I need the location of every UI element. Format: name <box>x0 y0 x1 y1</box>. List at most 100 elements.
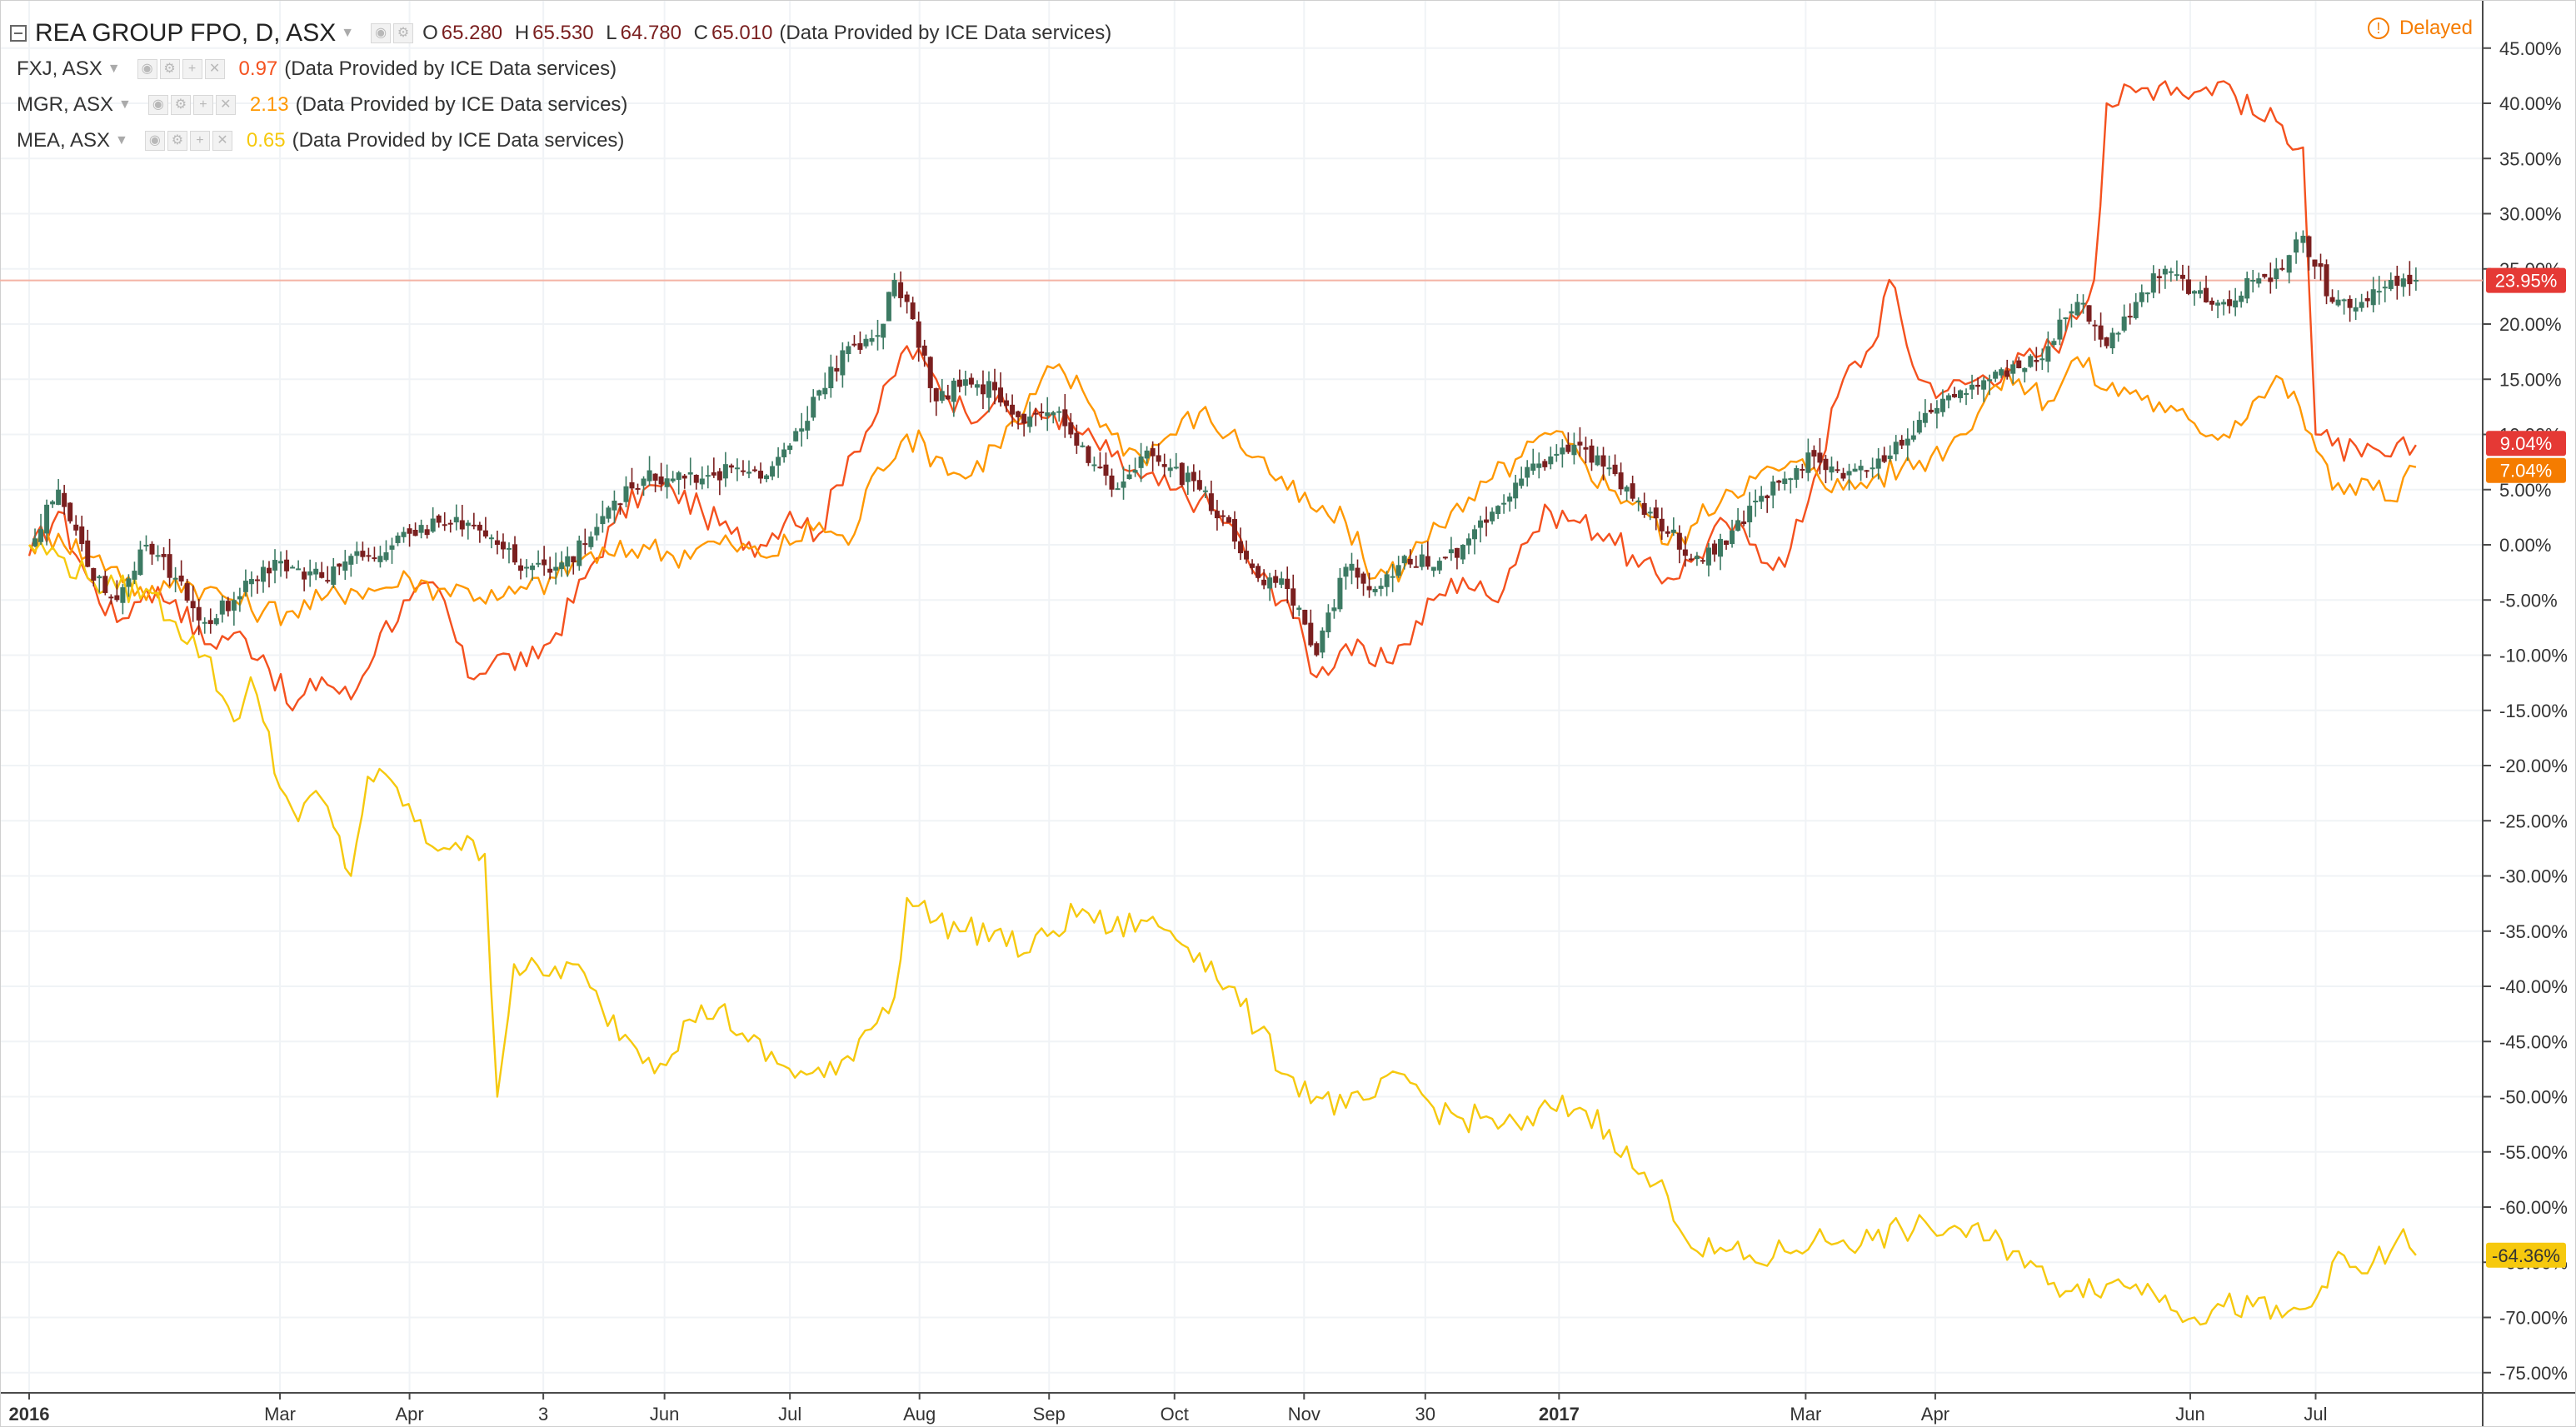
close-icon[interactable]: ✕ <box>212 131 232 151</box>
candle-body <box>869 337 875 342</box>
chevron-down-icon[interactable]: ▼ <box>115 133 128 147</box>
candle-body <box>1964 392 1969 395</box>
candle-body <box>1465 538 1471 546</box>
legend-mgr: MGR, ASX ▼ ◉ ⚙ + ✕ 2.13 (Data Provided b… <box>10 90 627 120</box>
ohlc-high-label: H <box>514 22 530 44</box>
candle-body <box>1800 468 1805 471</box>
candle-body <box>2274 268 2279 280</box>
chevron-down-icon[interactable]: ▼ <box>341 26 355 40</box>
x-tick-label: Jul <box>778 1404 801 1425</box>
close-icon[interactable]: ✕ <box>215 95 236 115</box>
visibility-icon[interactable]: ◉ <box>137 59 157 79</box>
legend-controls: ◉ ⚙ + ✕ <box>147 95 238 115</box>
candle-body <box>1273 576 1279 583</box>
candle-body <box>693 475 699 483</box>
candle-body <box>875 335 881 337</box>
candle-body <box>407 528 412 534</box>
candle-body <box>1121 481 1126 488</box>
x-tick-label: Jun <box>2175 1404 2204 1425</box>
chevron-down-icon[interactable]: ▼ <box>107 62 121 76</box>
settings-icon[interactable]: ⚙ <box>393 23 414 43</box>
legend-symbol-fxj: FXJ, ASX <box>17 57 102 80</box>
candle-body <box>108 596 114 599</box>
candle-body <box>547 568 553 573</box>
candle-body <box>1448 549 1454 554</box>
candle-body <box>1296 607 1302 611</box>
candle-body <box>1811 450 1817 457</box>
candle-body <box>453 516 459 523</box>
add-icon[interactable]: + <box>182 59 202 79</box>
candle-body <box>1694 556 1700 560</box>
candle-body <box>102 576 108 593</box>
legend-value-fxj: 0.97 <box>238 57 278 80</box>
add-icon[interactable]: + <box>192 95 213 115</box>
candle-body <box>1565 444 1571 452</box>
candle-body <box>1103 464 1109 476</box>
candle-body <box>1021 413 1027 424</box>
candle-body <box>646 470 652 481</box>
candle-body <box>207 620 213 625</box>
y-tick-label: -45.00% <box>2499 1031 2568 1052</box>
candle-body <box>793 431 799 442</box>
candle-body <box>1349 563 1355 571</box>
candle-body <box>536 562 542 565</box>
candle-body <box>1115 488 1121 491</box>
y-tick-label: -75.00% <box>2499 1363 2568 1384</box>
candle-body <box>776 457 781 466</box>
candle-body <box>840 350 846 376</box>
candle-body <box>2382 287 2388 289</box>
visibility-icon[interactable]: ◉ <box>147 95 168 115</box>
candle-body <box>851 343 857 346</box>
candle-body <box>184 583 190 601</box>
candle-body <box>559 562 565 570</box>
last-value-badge-mgr <box>2486 457 2566 483</box>
candle-body <box>1132 470 1138 473</box>
add-icon[interactable]: + <box>189 131 210 151</box>
visibility-icon[interactable]: ◉ <box>144 131 165 151</box>
close-icon[interactable]: ✕ <box>204 59 225 79</box>
candle-body <box>1958 390 1964 398</box>
candle-body <box>910 302 916 320</box>
candle-body <box>1939 398 1945 412</box>
x-tick-label: Aug <box>903 1404 936 1425</box>
candle-body <box>822 387 828 395</box>
candle-body <box>524 566 530 569</box>
candle-body <box>237 596 242 600</box>
candle-body <box>1144 450 1150 459</box>
y-tick-label: -50.00% <box>2499 1087 2568 1108</box>
candle-body <box>781 449 787 457</box>
chevron-down-icon[interactable]: ▼ <box>118 97 132 112</box>
x-tick-label: 2017 <box>1539 1404 1580 1425</box>
candle-body <box>1378 586 1384 589</box>
last-value-label-mea: -64.36% <box>2492 1245 2560 1266</box>
candle-body <box>2250 280 2256 282</box>
candle-body <box>1343 566 1349 577</box>
settings-icon[interactable]: ⚙ <box>167 131 187 151</box>
candle-body <box>32 538 38 546</box>
settings-icon[interactable]: ⚙ <box>159 59 180 79</box>
candle-body <box>1039 412 1045 414</box>
candle-body <box>1788 478 1794 481</box>
candle-body <box>190 601 196 609</box>
collapse-icon[interactable] <box>10 25 27 42</box>
x-tick-label: 2016 <box>9 1404 50 1425</box>
candle-body <box>571 556 577 563</box>
candle-body <box>38 529 44 542</box>
delayed-indicator[interactable]: ! Delayed <box>2367 17 2473 40</box>
visibility-icon[interactable]: ◉ <box>371 23 392 43</box>
candle-body <box>1741 521 1747 525</box>
candle-body <box>248 579 254 585</box>
candle-body <box>1179 462 1185 486</box>
candle-body <box>2364 297 2370 302</box>
last-value-badge-fxj <box>2486 431 2566 457</box>
candle-body <box>149 543 155 555</box>
settings-icon[interactable]: ⚙ <box>170 95 191 115</box>
candle-body <box>1665 531 1670 534</box>
candle-body <box>2004 370 2010 377</box>
candle-body <box>1641 502 1647 515</box>
candle-body <box>2388 280 2394 289</box>
candle-body <box>272 560 278 571</box>
candle-body <box>980 384 986 395</box>
ohlc-open-label: O <box>422 22 438 44</box>
candle-body <box>1395 565 1401 576</box>
